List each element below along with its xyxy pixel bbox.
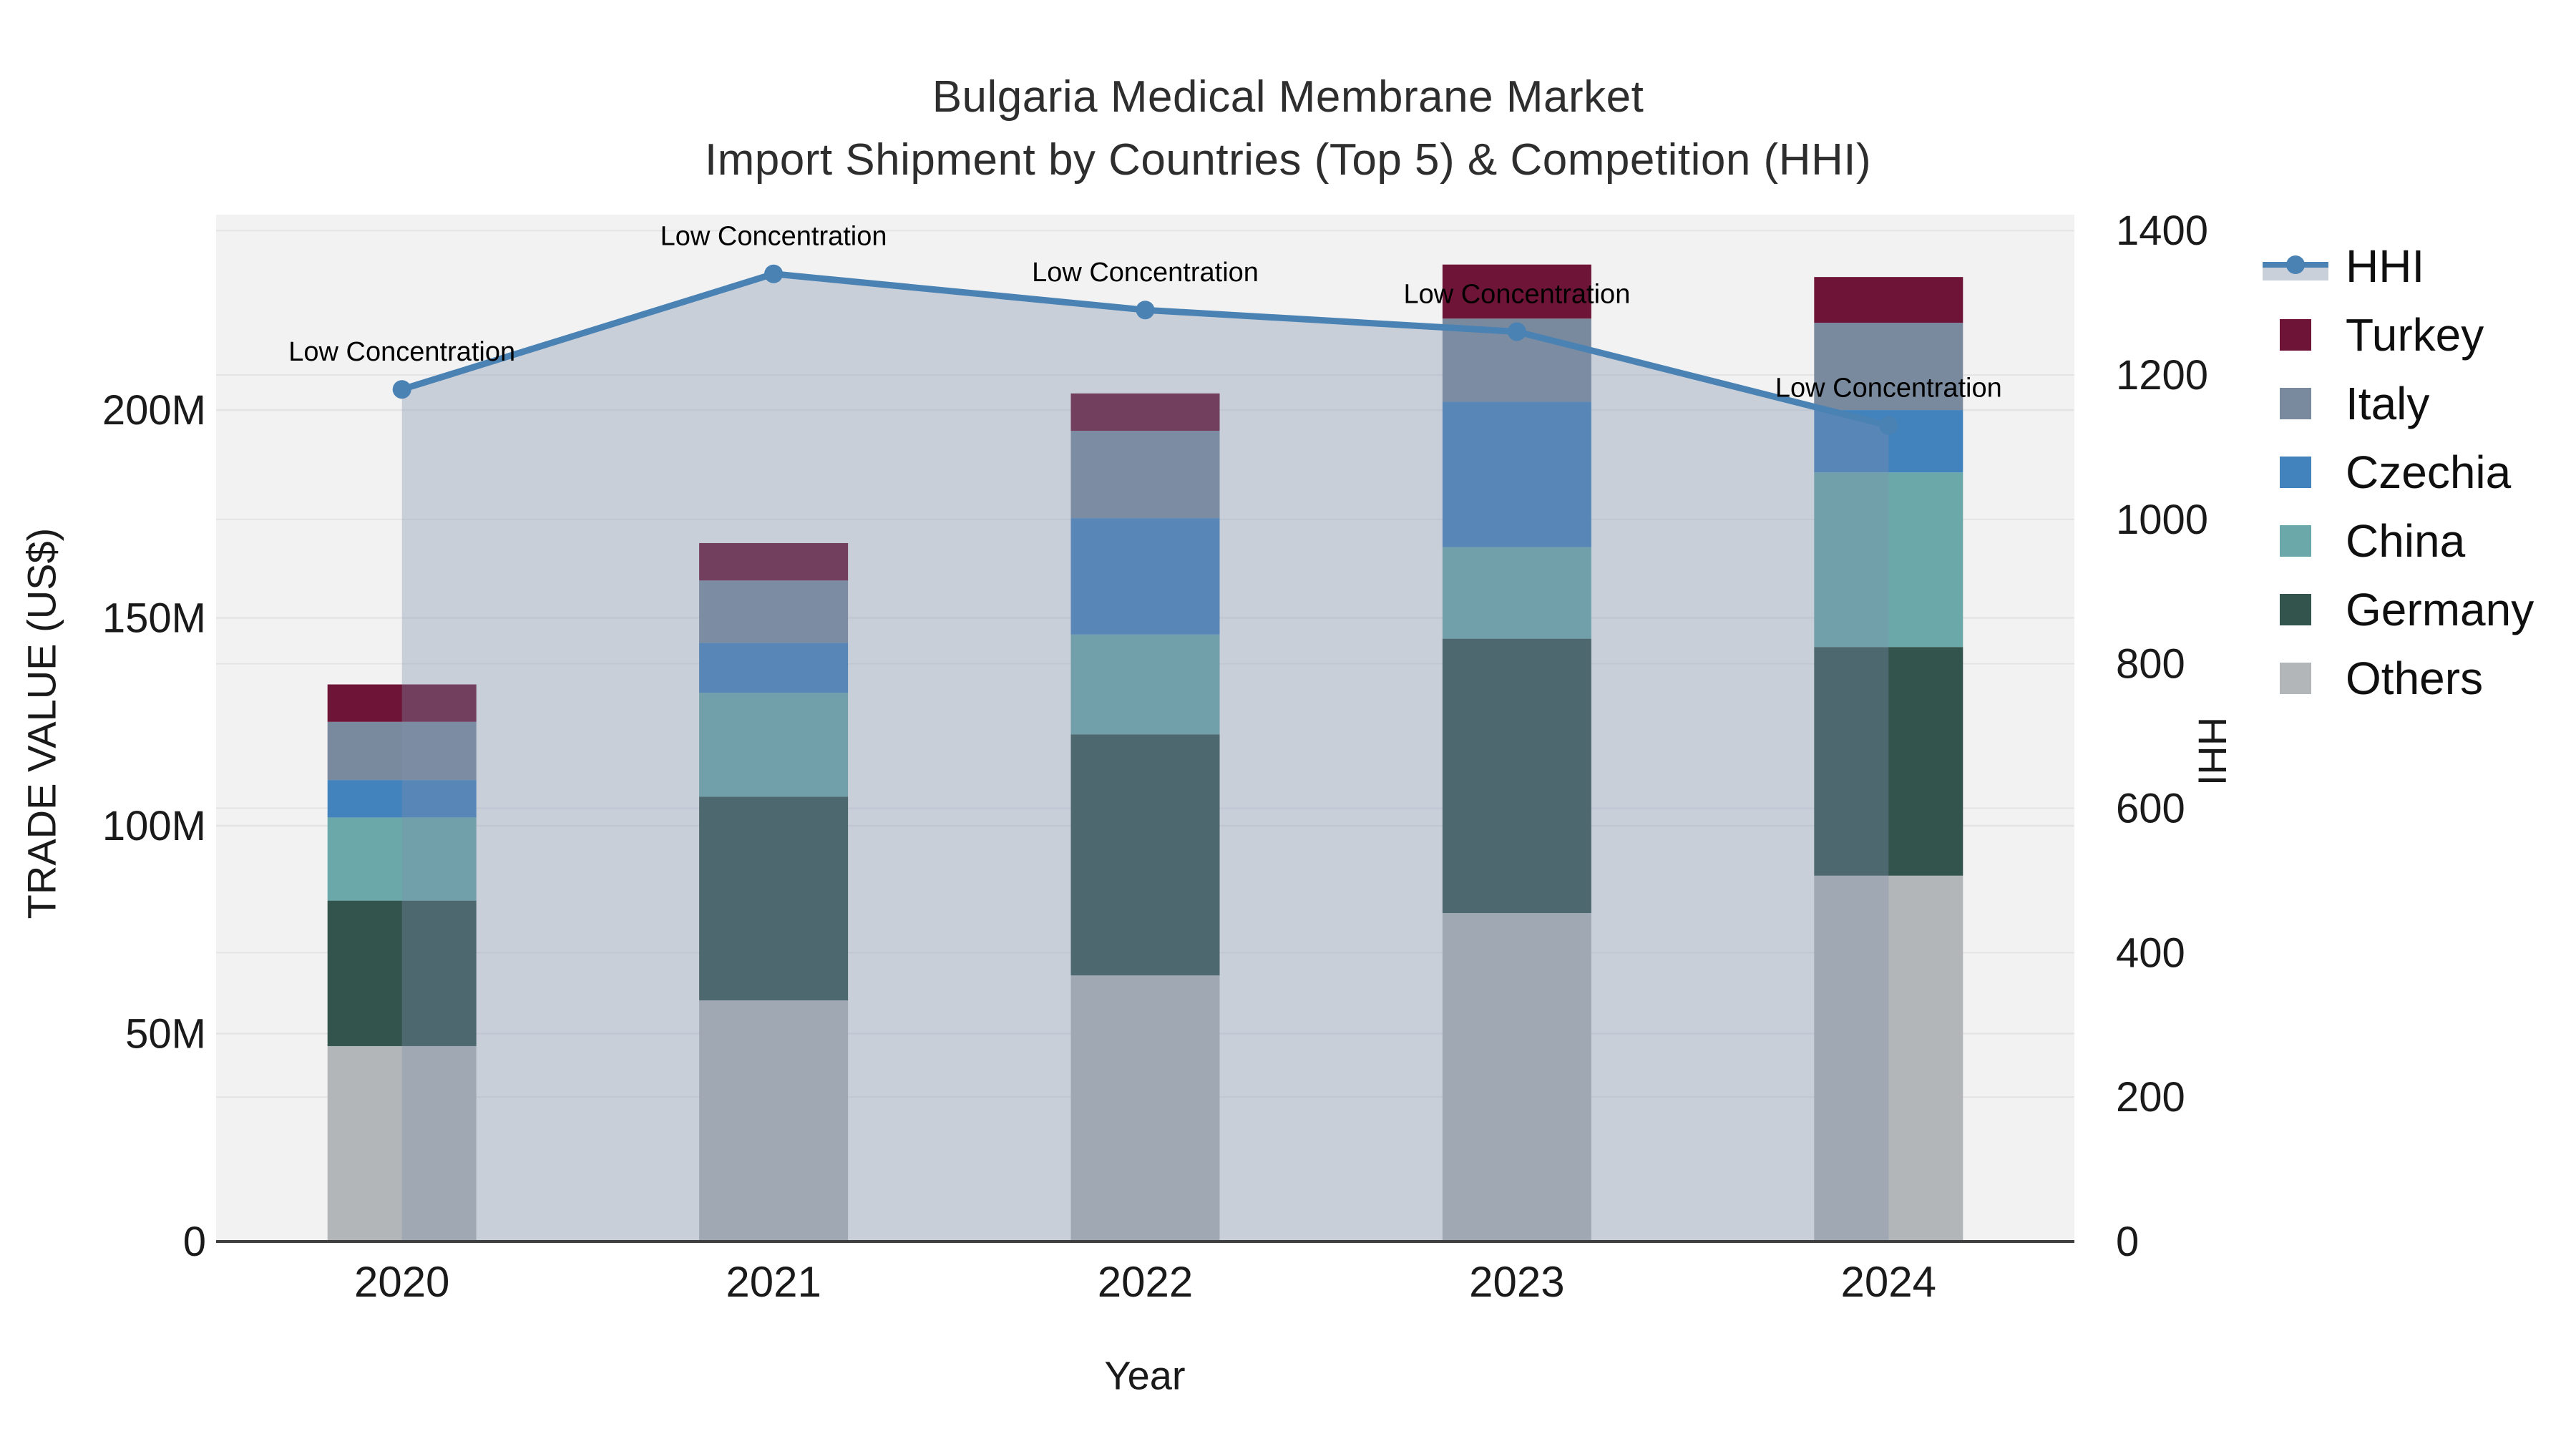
hhi-marker-2022[interactable]: [1136, 301, 1155, 320]
bar-2021-germany[interactable]: [699, 796, 849, 1001]
bar-2024-italy[interactable]: [1814, 323, 1963, 411]
bar-2020-germany[interactable]: [327, 900, 477, 1046]
hhi-marker-2023[interactable]: [1507, 322, 1526, 341]
legend: HHI Turkey Italy Czechia China Germany Others: [2261, 232, 2534, 713]
bar-2021-italy[interactable]: [699, 580, 849, 643]
bar-2024-china[interactable]: [1814, 472, 1963, 648]
bar-2021-china[interactable]: [699, 693, 849, 797]
bar-2021-others[interactable]: [699, 1000, 849, 1241]
chart-title-line2: Import Shipment by Countries (Top 5) & C…: [704, 135, 1872, 185]
hhi-marker-2021[interactable]: [764, 264, 784, 283]
bar-2022-turkey[interactable]: [1070, 393, 1220, 431]
hhi-area-fill: [401, 273, 1889, 1241]
bar-2024-others[interactable]: [1814, 875, 1963, 1241]
others-swatch-icon: [2261, 661, 2330, 696]
legend-label: HHI: [2346, 240, 2425, 292]
y-right-tick-1000: 1000: [2116, 497, 2208, 543]
chart-title-line1: Bulgaria Medical Membrane Market: [932, 72, 1644, 122]
legend-label: Czechia: [2346, 447, 2512, 498]
y-right-tick-200: 200: [2116, 1074, 2185, 1121]
y-left-tick-150M: 150M: [102, 595, 206, 642]
legend-item-germany[interactable]: Germany: [2261, 575, 2534, 644]
annotation-2023: Low Concentration: [1403, 279, 1630, 309]
y-right-tick-600: 600: [2116, 786, 2185, 832]
hhi-marker-2020[interactable]: [392, 380, 411, 399]
bar-2024-germany[interactable]: [1814, 647, 1963, 876]
bar-2023-others[interactable]: [1442, 913, 1591, 1241]
hhi-line-swatch-icon: [2261, 249, 2330, 283]
bar-2020-turkey[interactable]: [327, 684, 477, 722]
x-axis-title: Year: [1104, 1352, 1186, 1398]
y-left-tick-50M: 50M: [125, 1011, 206, 1058]
czechia-swatch-icon: [2261, 455, 2330, 489]
germany-swatch-icon: [2261, 592, 2330, 627]
legend-label: Italy: [2346, 378, 2430, 429]
legend-item-hhi[interactable]: HHI: [2261, 232, 2534, 301]
turkey-swatch-icon: [2261, 318, 2330, 352]
bar-2020-others[interactable]: [327, 1045, 477, 1241]
y-right-tick-400: 400: [2116, 930, 2185, 976]
legend-item-italy[interactable]: Italy: [2261, 369, 2534, 438]
y-right-tick-0: 0: [2116, 1219, 2139, 1265]
italy-swatch-icon: [2261, 386, 2330, 421]
bar-2020-italy[interactable]: [327, 721, 477, 781]
legend-item-czechia[interactable]: Czechia: [2261, 438, 2534, 507]
bar-2023-germany[interactable]: [1442, 638, 1591, 914]
bar-2022-others[interactable]: [1070, 975, 1220, 1241]
legend-label: Others: [2346, 653, 2484, 704]
bar-2021-czechia[interactable]: [699, 643, 849, 693]
bars-group: [327, 264, 1963, 1241]
x-tick-2021: 2021: [726, 1258, 821, 1306]
y-left-tick-100M: 100M: [102, 803, 206, 849]
x-tick-2020: 2020: [354, 1258, 449, 1306]
x-axis-line: [216, 1240, 2074, 1243]
annotation-2020: Low Concentration: [288, 337, 515, 367]
legend-item-china[interactable]: China: [2261, 507, 2534, 575]
annotation-2021: Low Concentration: [660, 222, 887, 252]
legend-label: Germany: [2346, 584, 2534, 635]
x-tick-2023: 2023: [1469, 1258, 1564, 1306]
bar-2023-china[interactable]: [1442, 547, 1591, 639]
y-left-tick-0: 0: [183, 1219, 206, 1265]
china-swatch-icon: [2261, 524, 2330, 558]
legend-item-turkey[interactable]: Turkey: [2261, 301, 2534, 369]
bar-2024-turkey[interactable]: [1814, 277, 1963, 323]
bar-2022-germany[interactable]: [1070, 734, 1220, 976]
annotation-2024: Low Concentration: [1775, 374, 2002, 404]
legend-label: Turkey: [2346, 309, 2484, 361]
x-tick-2022: 2022: [1098, 1258, 1193, 1306]
bar-2020-czechia[interactable]: [327, 780, 477, 818]
bar-2023-turkey[interactable]: [1442, 264, 1591, 319]
hhi-marker-2024[interactable]: [1879, 416, 1898, 435]
legend-label: China: [2346, 515, 2466, 567]
y-right-tick-1400: 1400: [2116, 208, 2208, 254]
bar-2020-china[interactable]: [327, 817, 477, 901]
bar-2022-china[interactable]: [1070, 634, 1220, 735]
legend-item-others[interactable]: Others: [2261, 644, 2534, 713]
y-right-tick-800: 800: [2116, 641, 2185, 688]
annotation-2022: Low Concentration: [1032, 258, 1259, 288]
x-tick-2024: 2024: [1841, 1258, 1936, 1306]
bar-2023-czechia[interactable]: [1442, 401, 1591, 547]
bar-2022-czechia[interactable]: [1070, 518, 1220, 635]
bar-2022-italy[interactable]: [1070, 431, 1220, 519]
y-right-tick-1200: 1200: [2116, 352, 2208, 399]
y-left-tick-200M: 200M: [102, 387, 206, 434]
bar-2021-turkey[interactable]: [699, 542, 849, 581]
